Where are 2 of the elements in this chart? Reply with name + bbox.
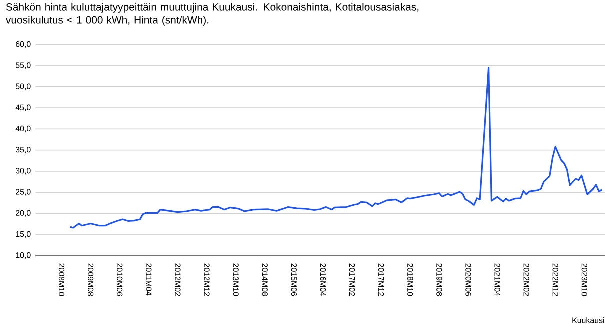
chart-title: Sähkön hinta kuluttajatyypeittäin muuttujina Kuukausi. Kokonaishinta, Kotitalousasiakas, vuosikulutus < 1 000 kWh, Hinta (snt/kWh).	[6, 2, 419, 26]
line-series	[70, 66, 603, 229]
